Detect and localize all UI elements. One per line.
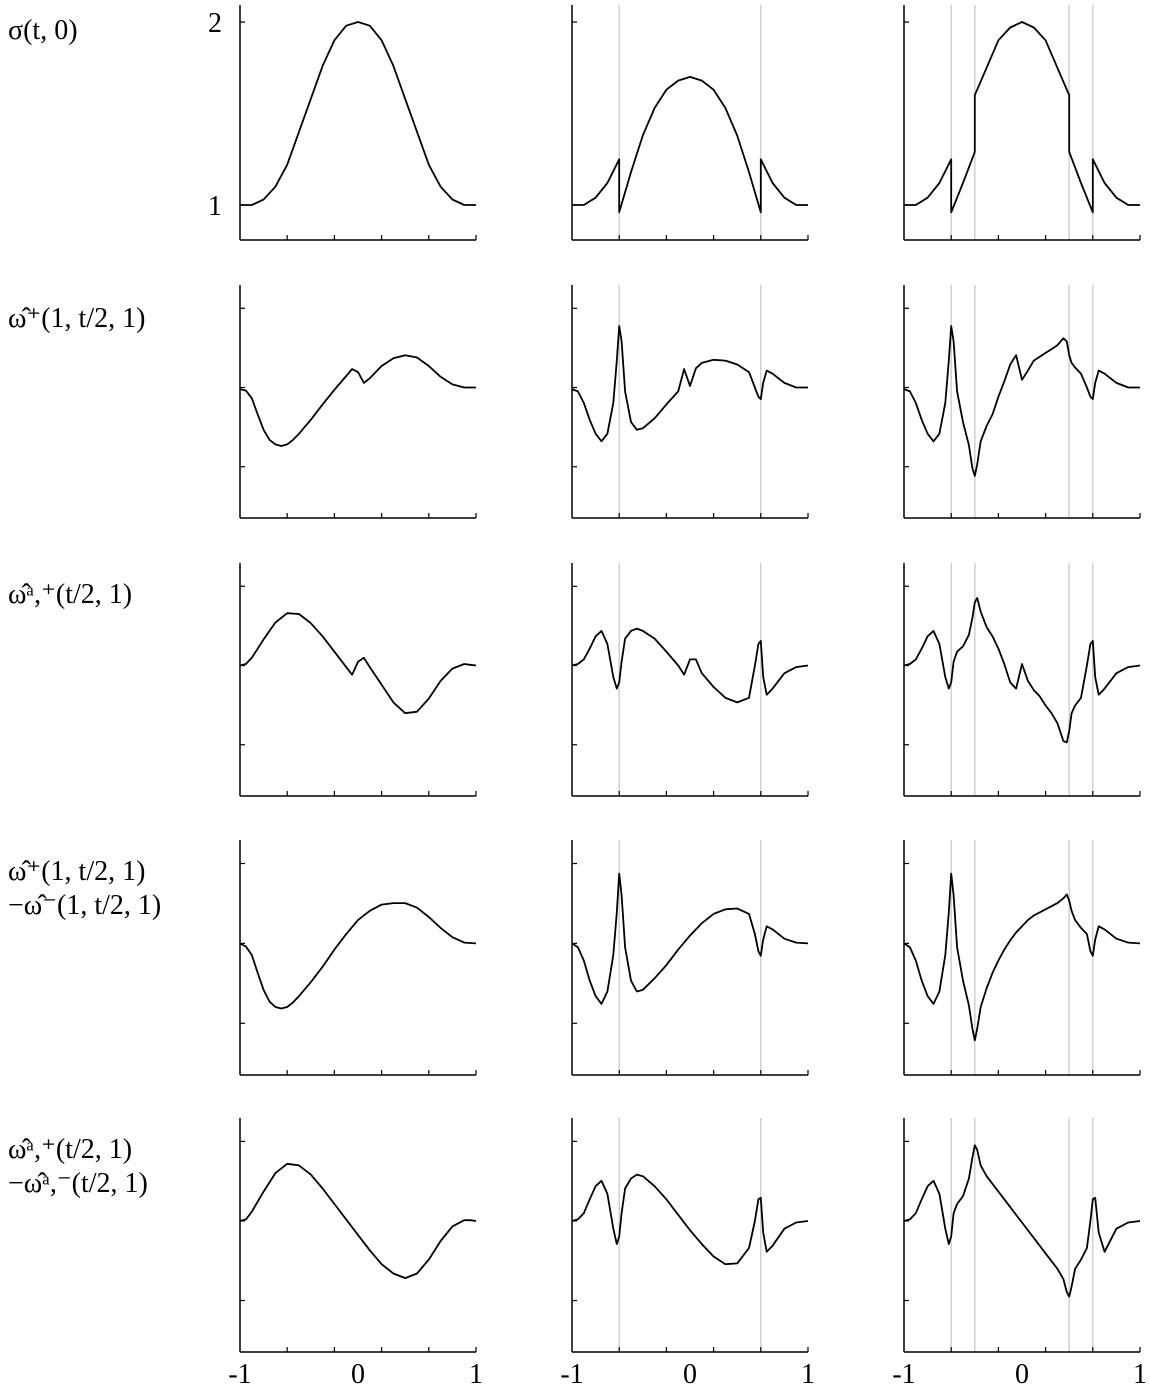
row-label-4-line-1: −ω̂ᵃ,⁻(t/2, 1): [8, 1168, 148, 1199]
row-label-4: ω̂ᵃ,⁺(t/2, 1) −ω̂ᵃ,⁻(t/2, 1): [8, 1133, 148, 1201]
x-tick-label-c1-0: -1: [560, 1359, 583, 1390]
series-line-r3-c1: [571, 872, 809, 1005]
series-line-r1-c2: [903, 325, 1140, 477]
row-label-2-line-0: ω̂ᵃ,⁺(t/2, 1): [8, 579, 133, 610]
series-line-r0-c0: [240, 21, 476, 206]
x-tick-label-c0-0: -1: [228, 1359, 251, 1390]
x-tick-label-c0-1: 0: [351, 1359, 365, 1390]
x-tick-label-c2-1: 0: [1015, 1359, 1029, 1390]
y-tick-label-2: 2: [208, 8, 222, 39]
series-line-r2-c2: [903, 597, 1141, 744]
series-line-r3-c2: [903, 872, 1141, 1042]
series-line-r1-c1: [571, 325, 808, 443]
row-label-3-line-0: ω̂⁺(1, t/2, 1): [8, 856, 146, 887]
row-label-3-line-1: −ω̂⁻(1, t/2, 1): [8, 890, 162, 921]
x-tick-label-c2-0: -1: [892, 1359, 915, 1390]
x-tick-label-c2-2: 1: [1133, 1359, 1147, 1390]
x-tick-label-c1-1: 0: [683, 1359, 697, 1390]
series-line-r4-c0: [239, 1162, 477, 1279]
row-label-3: ω̂⁺(1, t/2, 1) −ω̂⁻(1, t/2, 1): [8, 855, 161, 923]
series-line-r4-c2: [903, 1144, 1141, 1298]
series-line-r2-c1: [571, 627, 809, 704]
row-label-1: ω̂⁺(1, t/2, 1): [8, 302, 145, 336]
series-line-r1-c0: [239, 354, 476, 447]
series-line-r0-c1: [572, 76, 808, 214]
row-label-1-line-0: ω̂⁺(1, t/2, 1): [8, 303, 146, 334]
row-label-0-line-0: σ(t, 0): [8, 15, 78, 46]
row-label-4-line-0: ω̂ᵃ,⁺(t/2, 1): [8, 1134, 133, 1165]
series-line-r3-c0: [239, 902, 477, 1010]
series-line-r4-c1: [571, 1173, 809, 1266]
series-line-r0-c2: [904, 21, 1140, 214]
series-line-r2-c0: [239, 612, 477, 715]
y-tick-label-1: 1: [208, 191, 222, 222]
x-tick-label-c0-2: 1: [469, 1359, 483, 1390]
x-tick-label-c1-2: 1: [801, 1359, 815, 1390]
row-label-0: σ(t, 0): [8, 14, 78, 48]
row-label-2: ω̂ᵃ,⁺(t/2, 1): [8, 578, 132, 612]
